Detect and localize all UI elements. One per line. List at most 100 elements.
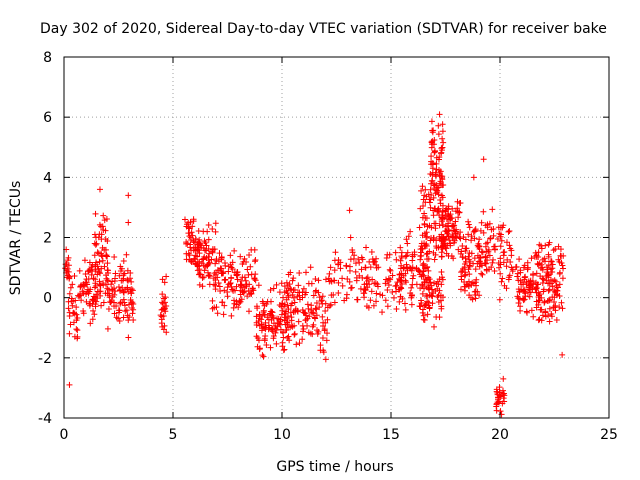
- data-point: [482, 243, 489, 250]
- data-point: [284, 290, 291, 297]
- data-point: [163, 273, 170, 280]
- data-point: [310, 310, 317, 317]
- data-point: [505, 276, 512, 283]
- data-point: [447, 215, 454, 222]
- data-point: [209, 245, 216, 252]
- data-point: [123, 307, 130, 314]
- data-point: [422, 199, 429, 206]
- data-point: [196, 240, 203, 247]
- data-point: [111, 310, 118, 317]
- data-point: [439, 194, 446, 201]
- data-point: [503, 285, 510, 292]
- data-point: [322, 276, 329, 283]
- data-point: [192, 235, 199, 242]
- data-point: [401, 300, 408, 307]
- data-point: [209, 297, 216, 304]
- data-point: [537, 306, 544, 313]
- data-point: [517, 303, 524, 310]
- data-point: [435, 122, 442, 129]
- data-point: [393, 306, 400, 313]
- data-point: [438, 269, 445, 276]
- data-point: [210, 281, 217, 288]
- data-point: [324, 316, 331, 323]
- data-point: [428, 180, 435, 187]
- data-point: [328, 292, 335, 299]
- data-point: [66, 290, 73, 297]
- data-point: [98, 252, 105, 259]
- data-point: [370, 259, 377, 266]
- data-point: [291, 330, 298, 337]
- data-point: [441, 240, 448, 247]
- data-point: [92, 276, 99, 283]
- data-point: [91, 240, 98, 247]
- data-point: [545, 312, 552, 319]
- data-point: [107, 299, 114, 306]
- data-point: [233, 283, 240, 290]
- data-point: [423, 241, 430, 248]
- data-point: [524, 266, 531, 273]
- data-point: [506, 272, 513, 279]
- data-point: [346, 267, 353, 274]
- data-point: [296, 340, 303, 347]
- data-point: [270, 285, 277, 292]
- data-point: [417, 303, 424, 310]
- data-point: [421, 302, 428, 309]
- data-point: [560, 265, 567, 272]
- x-axis-label: GPS time / hours: [276, 459, 393, 475]
- data-point: [500, 375, 507, 382]
- data-point: [280, 347, 287, 354]
- data-point: [430, 212, 437, 219]
- data-point: [428, 224, 435, 231]
- data-point: [324, 304, 331, 311]
- data-point: [428, 177, 435, 184]
- data-point: [211, 270, 218, 277]
- data-point: [402, 277, 409, 284]
- data-point: [200, 274, 207, 281]
- data-point: [346, 207, 353, 214]
- data-point: [546, 305, 553, 312]
- data-point: [245, 308, 252, 315]
- data-point: [409, 281, 416, 288]
- data-point: [279, 343, 286, 350]
- data-point: [302, 289, 309, 296]
- data-point: [425, 274, 432, 281]
- data-point: [404, 240, 411, 247]
- data-point: [62, 265, 69, 272]
- data-point: [117, 267, 124, 274]
- data-point: [260, 353, 267, 360]
- data-point: [289, 291, 296, 298]
- data-point: [397, 284, 404, 291]
- data-point: [241, 274, 248, 281]
- data-point: [535, 261, 542, 268]
- data-point: [433, 160, 440, 167]
- data-point: [386, 251, 393, 258]
- data-point: [326, 270, 333, 277]
- data-point: [514, 270, 521, 277]
- data-point: [367, 297, 374, 304]
- data-point: [497, 408, 504, 415]
- data-point: [321, 326, 328, 333]
- data-point: [91, 311, 98, 318]
- data-point: [243, 283, 250, 290]
- data-point: [436, 314, 443, 321]
- data-point: [282, 314, 289, 321]
- data-point: [368, 288, 375, 295]
- data-point: [456, 200, 463, 207]
- data-point: [484, 239, 491, 246]
- data-point: [419, 232, 426, 239]
- data-point: [434, 278, 441, 285]
- data-point: [536, 260, 543, 267]
- data-point: [559, 275, 566, 282]
- data-point: [322, 356, 329, 363]
- data-point: [117, 263, 124, 270]
- data-point: [424, 223, 431, 230]
- data-point: [252, 257, 259, 264]
- data-point: [312, 276, 319, 283]
- data-point: [231, 297, 238, 304]
- data-point: [196, 258, 203, 265]
- data-point: [553, 317, 560, 324]
- data-point: [417, 256, 424, 263]
- data-point: [163, 329, 170, 336]
- data-point: [70, 297, 77, 304]
- data-point: [509, 266, 516, 273]
